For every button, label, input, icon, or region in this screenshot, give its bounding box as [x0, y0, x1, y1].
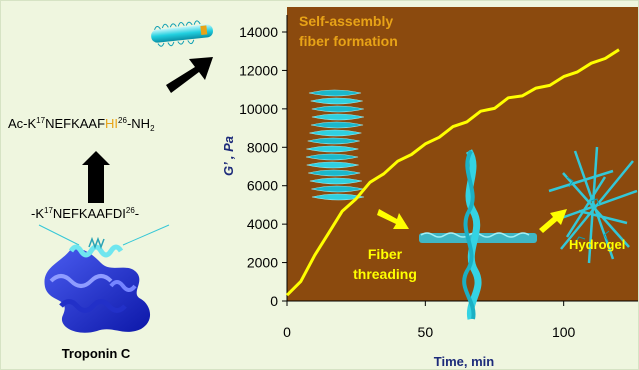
- stacked-fiber-illustration: [305, 89, 365, 201]
- fiber-strand: [306, 161, 359, 169]
- y-axis: 0 2000 4000 6000 8000 10000 12000 14000: [239, 24, 287, 309]
- small-fiber-model-icon: [151, 20, 213, 47]
- fiber-strand: [308, 169, 361, 177]
- fiber-strand: [310, 121, 364, 129]
- fiber-strand: [308, 89, 362, 97]
- fiber-strand: [311, 193, 365, 201]
- y-tick-label: 4000: [247, 216, 278, 232]
- hydrogel-network-illustration: [548, 146, 638, 264]
- protein-label: Troponin C: [62, 346, 131, 361]
- y-axis-label: G’ , Pa: [221, 136, 236, 176]
- x-tick-label: 100: [552, 324, 576, 340]
- fiber-strand: [311, 105, 364, 113]
- annotation-self-assembly: Self-assembly: [299, 13, 393, 29]
- fiber-strand: [307, 137, 360, 145]
- fiber-strand: [306, 145, 359, 153]
- x-axis-label: Time, min: [434, 354, 495, 369]
- x-tick-label: 0: [283, 324, 291, 340]
- fiber-strand: [311, 113, 364, 121]
- fiber-strand: [310, 97, 363, 105]
- left-panel: Ac-K17NEFKAAFHI26-NH2 -K17NEFKAAFDI26- T…: [8, 20, 213, 361]
- series-line: [285, 48, 620, 297]
- y-tick-label: 6000: [247, 178, 278, 194]
- up-arrow-icon: [82, 151, 110, 203]
- x-axis: 0 50 100: [283, 301, 576, 340]
- y-tick-label: 12000: [239, 62, 278, 78]
- annotation-arrow-1-icon: [377, 209, 409, 229]
- y-tick-label: 8000: [247, 139, 278, 155]
- plot-area: [287, 7, 638, 301]
- y-tick-label: 14000: [239, 24, 278, 40]
- threaded-fiber-illustration: [419, 149, 537, 320]
- troponin-structure-image: [44, 236, 151, 333]
- fiber-strand: [309, 129, 362, 137]
- native-peptide-sequence: -K17NEFKAAFDI26-: [31, 206, 139, 221]
- fiber-strand: [305, 153, 359, 161]
- annotation-hydrogel: Hydrogel: [569, 237, 625, 252]
- modified-peptide-sequence: Ac-K17NEFKAAFHI26-NH2: [8, 116, 155, 133]
- x-tick-label: 50: [418, 324, 434, 340]
- y-tick-label: 2000: [247, 255, 278, 271]
- y-tick-label: 10000: [239, 101, 278, 117]
- diagonal-arrow-icon: [166, 57, 213, 93]
- fiber-strand: [309, 177, 363, 185]
- annotation-threading: threading: [353, 266, 417, 282]
- y-tick-label: 0: [270, 293, 278, 309]
- annotation-arrow-2-icon: [539, 209, 567, 233]
- annotation-fiber-formation: fiber formation: [299, 33, 398, 49]
- guide-line-right: [122, 224, 170, 246]
- guide-line-left: [38, 224, 80, 246]
- annotation-fiber: Fiber: [368, 246, 403, 262]
